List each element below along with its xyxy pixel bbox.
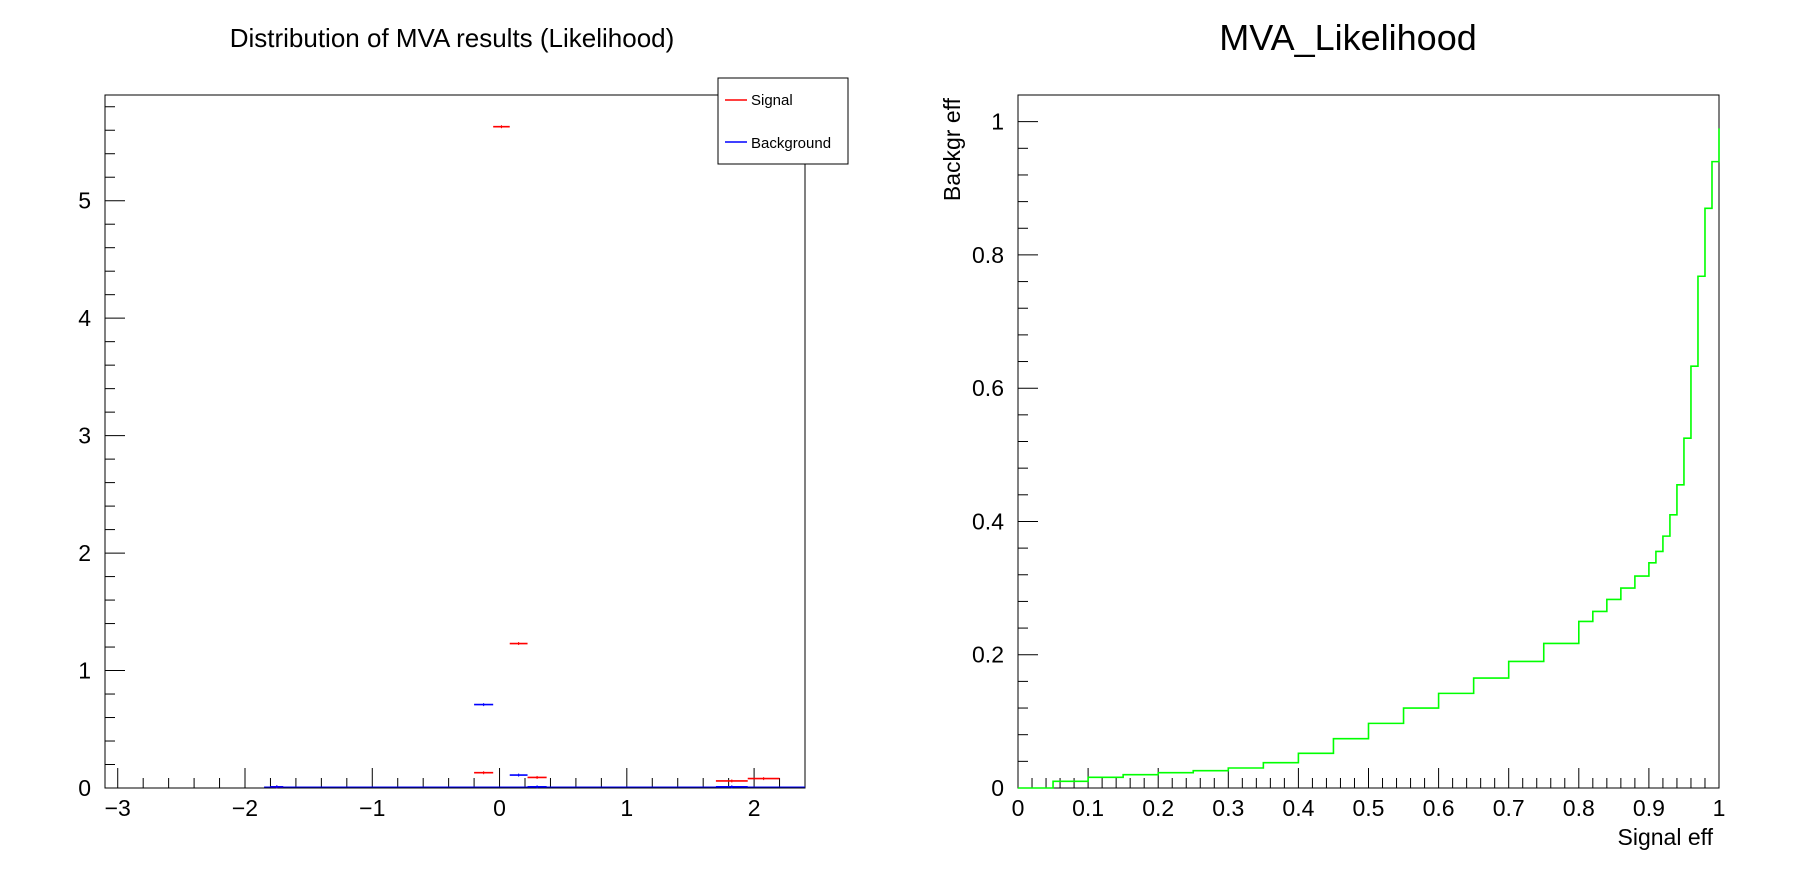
x-tick-label: 1 <box>620 795 633 821</box>
x-tick-label: 0.2 <box>1142 795 1174 821</box>
x-tick-label: 0.5 <box>1353 795 1385 821</box>
x-tick-label: 0.1 <box>1072 795 1104 821</box>
y-tick-label: 4 <box>78 305 91 331</box>
x-tick-label: −2 <box>232 795 258 821</box>
y-tick-label: 2 <box>78 540 91 566</box>
x-tick-label: 0 <box>1012 795 1025 821</box>
x-tick-label: 0.3 <box>1212 795 1244 821</box>
x-tick-label: 0.8 <box>1563 795 1595 821</box>
y-tick-label: 1 <box>991 109 1004 135</box>
x-tick-label: −3 <box>105 795 131 821</box>
y-tick-label: 0 <box>78 775 91 801</box>
histogram-marks <box>264 125 805 789</box>
y-tick-label: 0 <box>991 775 1004 801</box>
x-tick-label: 1 <box>1713 795 1726 821</box>
y-tick-label: 5 <box>78 188 91 214</box>
legend-label-background: Background <box>751 135 831 152</box>
x-tick-label: 0.9 <box>1633 795 1665 821</box>
mva-distribution-chart: Distribution of MVA results (Likelihood)… <box>78 23 849 821</box>
x-tick-label: 0 <box>493 795 506 821</box>
roc-curve-line <box>1018 128 1720 789</box>
chart-title: MVA_Likelihood <box>1219 17 1476 58</box>
legend-label-signal: Signal <box>751 92 793 109</box>
plot-frame <box>104 94 806 789</box>
legend: Signal Background <box>717 77 849 165</box>
y-axis-label: Backgr eff <box>939 97 965 201</box>
axis-ticks: 0 0.1 0.2 0.3 0.4 0.5 0.6 0.7 0.8 0.9 1 0 0.2 0.4 0.6 0… <box>972 109 1725 821</box>
x-tick-label: 0.6 <box>1423 795 1455 821</box>
roc-curve-chart: MVA_Likelihood 0 0.1 0.2 0.3 0.4 0.5 0.6 0.7 0.8… <box>939 17 1725 850</box>
roc-curve-marks <box>1018 128 1720 789</box>
y-tick-label: 0.6 <box>972 375 1004 401</box>
plot-frame <box>1017 94 1720 789</box>
x-tick-label: 2 <box>748 795 761 821</box>
legend-box <box>717 77 849 165</box>
chart-title: Distribution of MVA results (Likelihood) <box>230 23 675 53</box>
y-tick-label: 1 <box>78 658 91 684</box>
x-axis-label: Signal eff <box>1618 824 1714 850</box>
axis-ticks: −3 −2 −1 0 1 2 0 1 2 3 4 5 <box>78 106 806 821</box>
y-tick-label: 0.4 <box>972 508 1004 534</box>
x-tick-label: 0.4 <box>1282 795 1314 821</box>
y-tick-label: 0.8 <box>972 242 1004 268</box>
y-tick-label: 3 <box>78 423 91 449</box>
x-tick-label: −1 <box>359 795 385 821</box>
y-tick-label: 0.2 <box>972 642 1004 668</box>
x-tick-label: 0.7 <box>1493 795 1525 821</box>
